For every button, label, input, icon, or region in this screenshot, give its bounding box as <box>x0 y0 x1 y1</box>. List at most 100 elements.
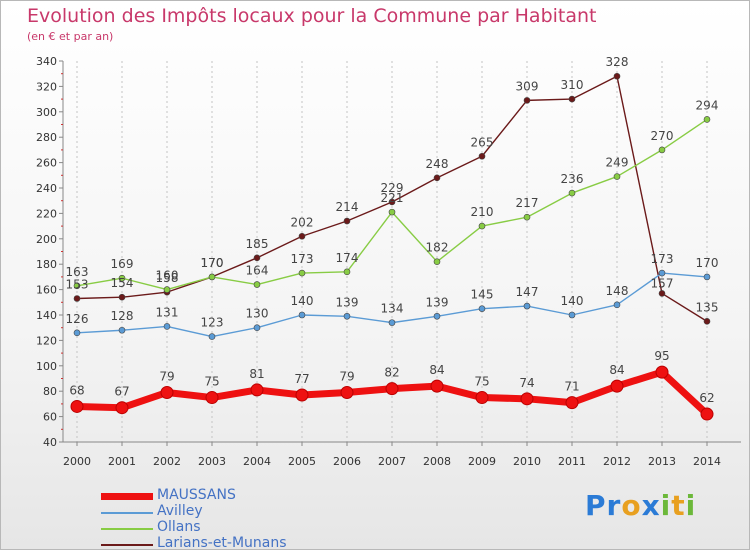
data-label: 123 <box>201 316 224 330</box>
data-point <box>658 146 666 154</box>
data-point <box>298 232 306 240</box>
data-point <box>298 269 306 277</box>
data-label: 310 <box>561 78 584 92</box>
x-tick-label: 2001 <box>108 455 136 468</box>
data-point <box>208 273 216 281</box>
y-tick-label: 160 <box>36 284 57 297</box>
logo-letter: i <box>660 489 672 522</box>
data-point <box>340 385 354 399</box>
data-label: 84 <box>429 363 444 377</box>
y-tick-label: 220 <box>36 207 57 220</box>
y-tick-label: 300 <box>36 106 57 119</box>
data-point <box>343 312 351 320</box>
data-label: 265 <box>471 135 494 149</box>
data-label: 67 <box>114 385 129 399</box>
data-label: 77 <box>294 372 309 386</box>
x-tick-label: 2002 <box>153 455 181 468</box>
y-tick-label: 200 <box>36 233 57 246</box>
data-label: 170 <box>201 256 224 270</box>
x-tick-label: 2011 <box>558 455 586 468</box>
data-label: 174 <box>336 251 359 265</box>
data-label: 249 <box>606 156 629 170</box>
data-point <box>205 391 219 405</box>
x-tick-label: 2003 <box>198 455 226 468</box>
chart-title: Evolution des Impôts locaux pour la Comm… <box>27 5 597 27</box>
data-label: 139 <box>336 295 359 309</box>
data-label: 130 <box>246 307 269 321</box>
y-tick-label: 60 <box>43 411 57 424</box>
data-label: 328 <box>606 55 629 69</box>
data-point <box>388 319 396 326</box>
data-label: 74 <box>519 376 534 390</box>
data-point <box>385 382 399 396</box>
data-point <box>700 407 714 421</box>
data-label: 140 <box>561 294 584 308</box>
x-tick-label: 2010 <box>513 455 541 468</box>
data-label: 309 <box>516 79 539 93</box>
data-point <box>658 290 666 297</box>
data-point <box>613 173 621 180</box>
logo-letter: t <box>671 489 686 522</box>
data-point <box>568 95 576 103</box>
data-point <box>118 293 126 301</box>
data-point <box>253 281 261 288</box>
data-point <box>253 324 261 332</box>
data-point <box>343 217 351 225</box>
data-point <box>388 208 396 216</box>
x-tick-label: 2009 <box>468 455 496 468</box>
data-label: 158 <box>156 271 179 285</box>
data-point <box>208 333 216 340</box>
y-tick-label: 320 <box>36 80 57 93</box>
y-tick-label: 240 <box>36 182 57 195</box>
data-label: 210 <box>471 205 494 219</box>
logo-letter: P <box>585 489 607 522</box>
data-point <box>613 72 621 80</box>
legend-label: Larians-et-Munans <box>157 535 287 551</box>
data-label: 140 <box>291 294 314 308</box>
data-point <box>298 311 306 319</box>
data-label: 163 <box>66 265 89 279</box>
data-point <box>520 392 534 406</box>
y-tick-label: 260 <box>36 157 57 170</box>
data-label: 84 <box>609 363 624 377</box>
data-point <box>253 254 261 262</box>
data-point <box>568 189 576 197</box>
data-label: 160 <box>156 269 179 283</box>
data-label: 214 <box>336 200 359 214</box>
data-label: 134 <box>381 302 404 316</box>
y-tick-label: 80 <box>43 385 57 398</box>
legend-label: MAUSSANS <box>157 487 236 503</box>
x-tick-label: 2004 <box>243 455 271 468</box>
data-label: 71 <box>564 380 579 394</box>
data-point <box>478 305 486 312</box>
data-point <box>523 302 531 310</box>
data-point <box>658 269 666 277</box>
data-label: 173 <box>291 252 314 266</box>
data-label: 145 <box>471 288 494 302</box>
data-point <box>478 152 486 160</box>
proxiti-logo: Proxiti <box>585 489 696 522</box>
logo-letter: i <box>685 489 697 522</box>
legend-label: Ollans <box>157 519 201 535</box>
data-point <box>433 174 441 182</box>
data-point <box>565 396 579 410</box>
data-point <box>475 391 489 405</box>
data-label: 248 <box>426 157 449 171</box>
data-label: 147 <box>516 285 539 299</box>
data-point <box>703 273 711 281</box>
data-label: 202 <box>291 215 314 229</box>
data-point <box>433 312 441 320</box>
data-label: 185 <box>246 237 269 251</box>
data-label: 153 <box>66 277 89 291</box>
data-label: 164 <box>246 264 269 278</box>
x-tick-label: 2013 <box>648 455 676 468</box>
data-point <box>433 258 441 265</box>
data-label: 62 <box>699 391 714 405</box>
data-label: 68 <box>69 383 84 397</box>
x-tick-label: 2008 <box>423 455 451 468</box>
data-point <box>118 274 126 282</box>
data-point <box>703 318 711 325</box>
data-point <box>568 311 576 319</box>
y-tick-label: 180 <box>36 258 57 271</box>
